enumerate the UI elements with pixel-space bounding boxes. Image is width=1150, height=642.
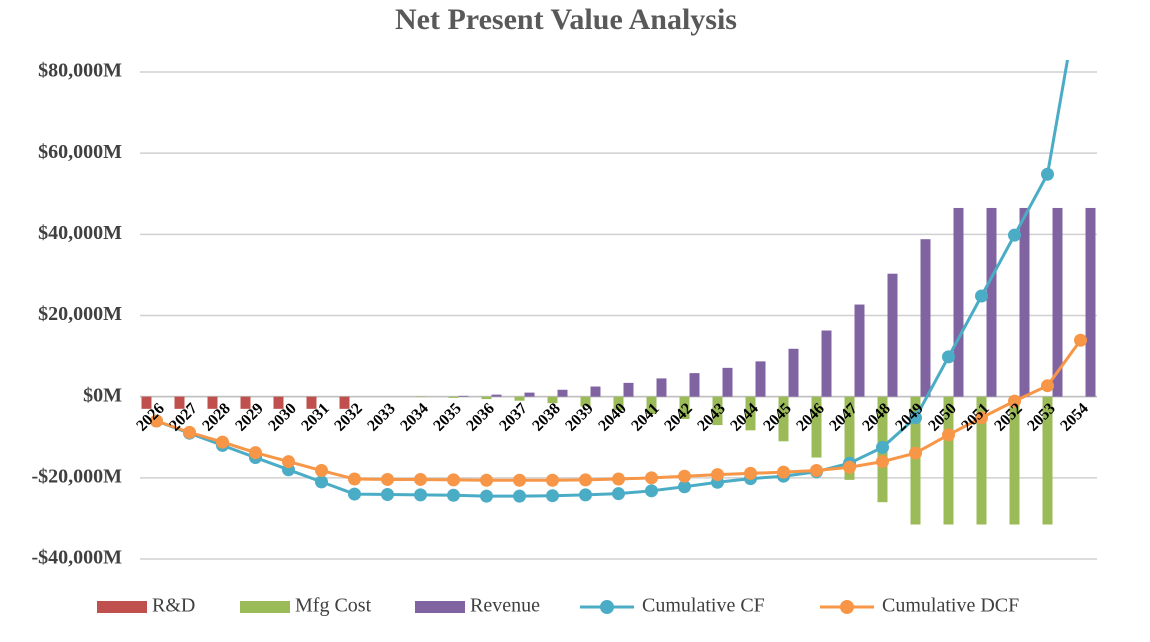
legend-label: Mfg Cost: [295, 595, 372, 617]
legend-swatch: [600, 600, 614, 614]
y-tick-label: $20,000M: [38, 303, 122, 325]
legend-label: Cumulative CF: [642, 595, 765, 617]
point: [513, 490, 526, 503]
point: [1008, 229, 1021, 242]
point: [975, 290, 988, 303]
legend-label: Revenue: [470, 595, 540, 617]
point: [546, 474, 559, 487]
point: [1041, 168, 1054, 181]
point: [942, 428, 955, 441]
bar: [756, 361, 766, 396]
point: [942, 350, 955, 363]
bar: [954, 208, 964, 397]
point: [216, 436, 229, 449]
point: [249, 446, 262, 459]
point: [315, 475, 328, 488]
bar: [459, 396, 469, 397]
y-tick-label: $40,000M: [38, 222, 122, 244]
bar: [492, 395, 502, 397]
legend-swatch: [240, 601, 290, 613]
point: [546, 489, 559, 502]
point: [876, 455, 889, 468]
point: [579, 473, 592, 486]
y-tick-label: -$40,000M: [31, 547, 122, 569]
point: [480, 490, 493, 503]
point: [579, 488, 592, 501]
point: [810, 464, 823, 477]
point: [447, 489, 460, 502]
point: [678, 470, 691, 483]
bar: [888, 274, 898, 397]
point: [843, 461, 856, 474]
bar: [515, 397, 525, 401]
point: [381, 473, 394, 486]
point: [744, 467, 757, 480]
point: [315, 464, 328, 477]
bar: [525, 393, 535, 397]
bar: [921, 239, 931, 396]
point: [645, 471, 658, 484]
point: [480, 474, 493, 487]
bar: [1020, 208, 1030, 397]
point: [414, 473, 427, 486]
bar: [558, 390, 568, 397]
point: [909, 447, 922, 460]
legend-swatch: [415, 601, 465, 613]
point: [348, 488, 361, 501]
bar: [789, 349, 799, 397]
bar: [987, 208, 997, 397]
bar: [449, 397, 459, 398]
point: [645, 484, 658, 497]
y-tick-label: $80,000M: [38, 60, 122, 82]
chart-title: Net Present Value Analysis: [395, 3, 737, 36]
bar: [690, 373, 700, 397]
y-tick-label: $60,000M: [38, 141, 122, 163]
legend-swatch: [840, 600, 854, 614]
bar: [591, 387, 601, 397]
bar: [723, 368, 733, 397]
point: [612, 473, 625, 486]
y-tick-label: -$20,000M: [31, 465, 122, 487]
bar: [482, 397, 492, 399]
bar: [657, 378, 667, 396]
bar: [1086, 208, 1096, 397]
legend-label: R&D: [152, 595, 195, 617]
point: [711, 468, 724, 481]
point: [381, 488, 394, 501]
bar: [624, 383, 634, 397]
point: [447, 473, 460, 486]
point: [876, 441, 889, 454]
y-tick-label: $0M: [83, 384, 122, 406]
point: [414, 488, 427, 501]
point: [513, 474, 526, 487]
bar: [822, 331, 832, 397]
point: [612, 487, 625, 500]
point: [777, 466, 790, 479]
point: [348, 473, 361, 486]
point: [282, 455, 295, 468]
point: [1041, 379, 1054, 392]
legend-label: Cumulative DCF: [882, 595, 1019, 617]
legend-swatch: [97, 601, 147, 613]
bar: [855, 305, 865, 397]
point: [1074, 334, 1087, 347]
